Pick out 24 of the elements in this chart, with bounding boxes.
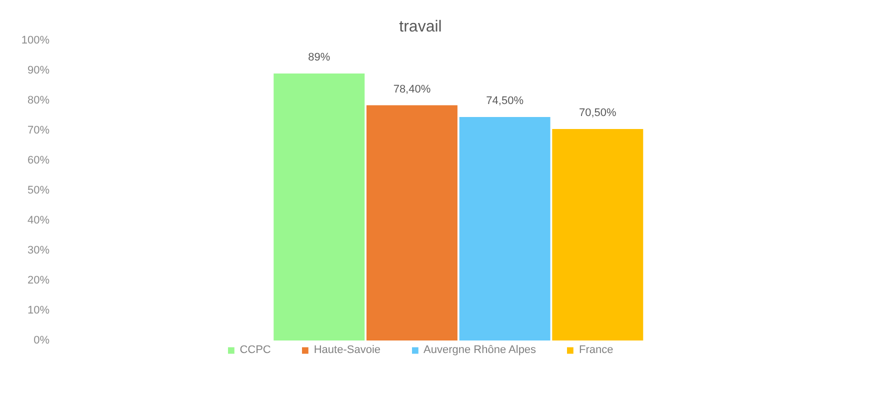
data-label: 70,50% [579, 107, 617, 119]
y-tick-label: 90% [27, 64, 50, 76]
bar [366, 105, 458, 340]
legend-label: Auvergne Rhône Alpes [424, 344, 536, 356]
y-tick-label: 10% [27, 304, 50, 316]
y-tick-label: 30% [27, 244, 50, 256]
bar [552, 129, 644, 340]
legend-label: CCPC [240, 344, 271, 356]
y-tick-label: 40% [27, 214, 50, 226]
chart-title: travail [399, 18, 442, 36]
legend-label: France [579, 344, 614, 356]
data-label: 89% [308, 52, 330, 64]
legend-label: Haute-Savoie [314, 344, 381, 356]
bar [274, 74, 365, 340]
y-tick-label: 20% [27, 274, 50, 286]
y-tick-label: 70% [27, 124, 50, 136]
y-tick-label: 0% [34, 334, 50, 346]
data-label: 78,40% [393, 83, 431, 96]
y-tick-label: 80% [27, 94, 50, 106]
y-tick-label: 100% [21, 34, 50, 46]
y-tick-label: 50% [27, 184, 50, 196]
y-tick-label: 60% [27, 154, 50, 166]
bar [459, 117, 550, 340]
data-label: 74,50% [486, 95, 524, 107]
